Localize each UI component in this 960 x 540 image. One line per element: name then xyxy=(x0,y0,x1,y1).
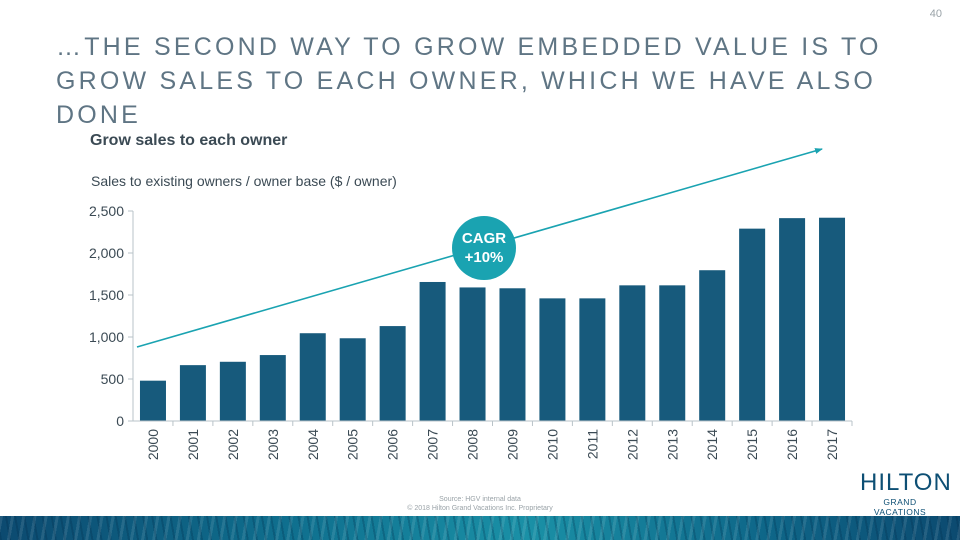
x-tick-label: 2003 xyxy=(265,429,281,460)
brand-name: HILTON xyxy=(860,469,952,496)
cagr-label: CAGR xyxy=(461,230,507,247)
x-tick-label: 2007 xyxy=(425,429,441,460)
y-tick-label: 1,000 xyxy=(89,329,124,345)
footer-band xyxy=(0,516,960,540)
bar-2015 xyxy=(739,228,766,421)
y-tick-label: 2,500 xyxy=(89,203,124,219)
bar-2013 xyxy=(659,285,686,421)
chart-subtitle: Sales to existing owners / owner base ($… xyxy=(91,173,397,189)
y-axis: 0 500 1,000 1,500 2,000 2,500 xyxy=(89,203,134,429)
bar-2009 xyxy=(499,288,526,421)
bar-2006 xyxy=(379,326,406,421)
y-tick-label: 0 xyxy=(116,413,124,429)
bar-2010 xyxy=(539,298,566,421)
brand-logo: HILTON GRAND VACATIONS xyxy=(860,469,952,518)
bar-2001 xyxy=(179,365,206,421)
bar-2011 xyxy=(579,298,606,421)
x-tick-label: 2010 xyxy=(544,429,560,460)
bar-2005 xyxy=(339,338,366,421)
x-tick-label: 2005 xyxy=(345,429,361,460)
y-tick-label: 500 xyxy=(101,371,125,387)
bar-2012 xyxy=(619,285,646,421)
x-tick-label: 2012 xyxy=(624,429,640,460)
y-tick-label: 2,000 xyxy=(89,245,124,261)
bar-2002 xyxy=(219,361,246,421)
bar-2000 xyxy=(139,380,166,421)
x-tick-label: 2014 xyxy=(704,429,720,460)
x-tick-label: 2015 xyxy=(744,429,760,460)
page-number: 40 xyxy=(929,8,942,20)
bars xyxy=(139,217,846,421)
x-tick-label: 2001 xyxy=(185,429,201,460)
cagr-value: +10% xyxy=(464,249,504,266)
bar-2014 xyxy=(699,270,726,421)
x-tick-label: 2004 xyxy=(305,429,321,460)
bar-2003 xyxy=(259,355,286,421)
bar-2016 xyxy=(779,218,806,421)
x-tick-label: 2008 xyxy=(465,429,481,460)
copyright-note: © 2018 Hilton Grand Vacations Inc. Propr… xyxy=(407,505,553,512)
x-tick-label: 2013 xyxy=(664,429,680,460)
x-tick-label: 2002 xyxy=(225,429,241,460)
x-tick-label: 2016 xyxy=(784,429,800,460)
x-tick-label: 2017 xyxy=(824,429,840,460)
source-note: Source: HGV internal data xyxy=(439,496,521,503)
x-axis: 2000 2001 2002 2003 2004 2005 2006 2007 2008 2009… xyxy=(133,420,853,460)
x-tick-label: 2011 xyxy=(584,429,600,459)
x-tick-label: 2006 xyxy=(385,429,401,460)
slide-title: …The second way to grow embedded value i… xyxy=(56,33,882,129)
brand-subtitle: GRAND VACATIONS xyxy=(873,497,927,517)
chart-title: Grow sales to each owner xyxy=(90,132,288,149)
bar-2004 xyxy=(299,333,326,421)
bar-2007 xyxy=(419,281,446,421)
cagr-badge: CAGR +10% xyxy=(452,216,516,280)
bar-2017 xyxy=(819,217,846,421)
y-tick-label: 1,500 xyxy=(89,287,124,303)
x-tick-label: 2000 xyxy=(145,429,161,460)
bar-2008 xyxy=(459,287,486,421)
x-tick-label: 2009 xyxy=(504,429,520,460)
